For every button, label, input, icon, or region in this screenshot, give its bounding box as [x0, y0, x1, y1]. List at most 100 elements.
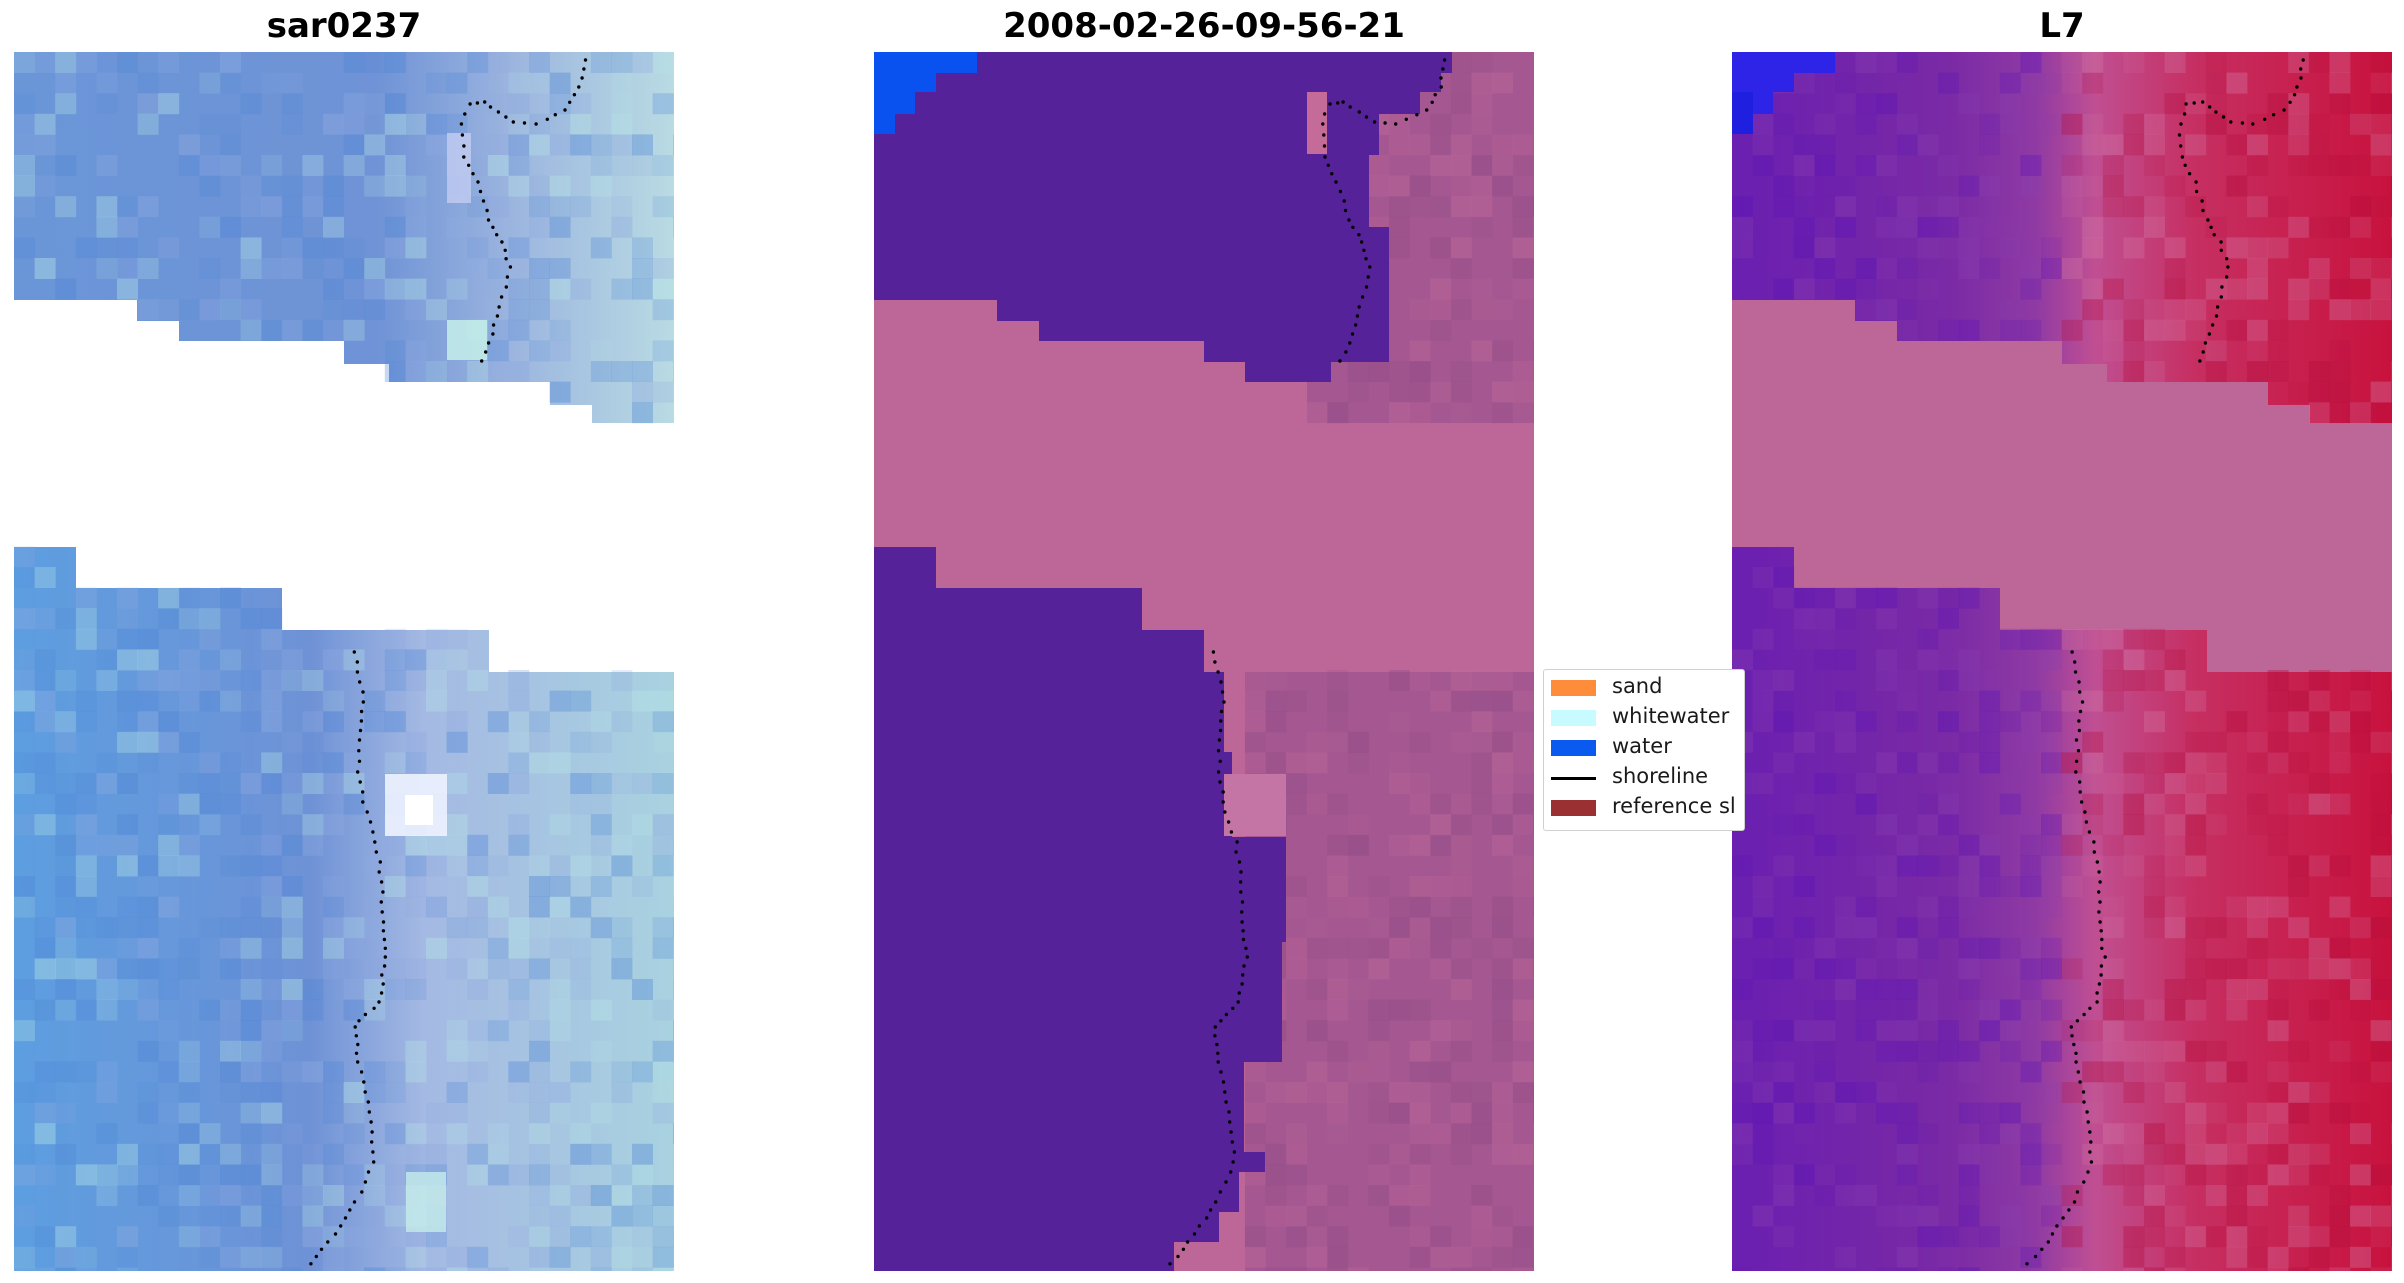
pixel-cell [1979, 1143, 2001, 1165]
pixel-cell [1512, 402, 1534, 424]
pixel-cell [1835, 731, 1856, 753]
pixel-cell [2082, 299, 2104, 321]
pixel-cell [2123, 1267, 2145, 1271]
shoreline-dot [2061, 1216, 2065, 1220]
pixel-cell [2123, 1082, 2145, 1103]
pixel-cell [1533, 690, 1534, 712]
pixel-cell [34, 670, 56, 691]
shoreline-dot [1415, 113, 1419, 117]
shoreline-dot [2033, 1254, 2038, 1259]
pixel-cell [1752, 113, 1774, 135]
pixel-cell [199, 175, 221, 197]
pixel-cell [220, 752, 241, 774]
pixel-cell [508, 999, 530, 1021]
pixel-cell [652, 299, 674, 321]
shoreline-dot [359, 709, 364, 714]
shoreline-dot [367, 1110, 371, 1114]
pixel-cell [1938, 773, 1959, 794]
shoreline-dot [2076, 1070, 2080, 1074]
pixel-cell [137, 999, 159, 1021]
pixel-cell [281, 175, 303, 197]
shoreline-dot [371, 830, 375, 834]
pixel-cell [1958, 1102, 1980, 1124]
pixel-cell [2267, 340, 2289, 362]
pixel-cell [1409, 340, 1431, 362]
pixel-cell [1244, 731, 1266, 753]
pixel-cell [508, 1061, 530, 1083]
shoreline-dot [2080, 700, 2085, 704]
pixel-cell [652, 711, 674, 733]
pixel-cell [570, 958, 592, 980]
pixel-cell [1430, 876, 1452, 897]
pixel-cell [2082, 52, 2104, 73]
shoreline-dot [1336, 101, 1340, 105]
pixel-cell [137, 917, 159, 939]
pixel-cell [1814, 1082, 1836, 1103]
pixel-cell [2267, 752, 2289, 774]
pixel-cell [2061, 258, 2083, 279]
pixel-cell [1492, 917, 1513, 939]
pixel-cell [302, 196, 324, 218]
pixel-cell [1512, 237, 1534, 259]
pixel-cell [2020, 72, 2042, 94]
pixel-cell [117, 731, 138, 753]
pixel-cell [2061, 1185, 2083, 1206]
pixel-cell [1389, 237, 1410, 259]
pixel-cell [673, 1246, 674, 1268]
pixel-cell [2041, 731, 2062, 753]
pixel-cell [240, 319, 262, 341]
pixel-cell [384, 216, 406, 238]
pixel-cell [611, 711, 633, 733]
shoreline-dot [2200, 199, 2204, 203]
pixel-cell [508, 979, 530, 1000]
pixel-cell [240, 93, 262, 115]
pixel-cell [199, 1185, 221, 1206]
pixel-cell [1389, 937, 1410, 959]
pixel-cell [1814, 175, 1836, 197]
pixel-cell [2102, 175, 2124, 197]
shoreline-dot [2295, 85, 2299, 89]
pixel-cell [2205, 113, 2227, 135]
pixel-cell [1855, 1082, 1877, 1103]
pixel-cell [590, 1185, 612, 1206]
pixel-cell [1979, 876, 2001, 897]
pixel-cell [2329, 361, 2351, 382]
shoreline-dot [1323, 155, 1327, 159]
pixel-cell [34, 999, 56, 1021]
pixel-cell [220, 855, 241, 877]
pixel-cell [240, 979, 262, 1000]
pixel-cell [199, 299, 221, 321]
shoreline-dot [1216, 1051, 1220, 1055]
pixel-cell [1492, 1205, 1513, 1227]
pixel-cell [55, 1267, 77, 1271]
shoreline-dot [2179, 144, 2183, 148]
pixel-cell [2205, 731, 2227, 753]
pixel-cell [1409, 1185, 1431, 1206]
shoreline-dot [1350, 332, 1355, 336]
pixel-cell [1265, 1267, 1287, 1271]
pixel-cell [632, 155, 653, 176]
pixel-cell [1471, 72, 1493, 94]
pixel-cell [1347, 381, 1369, 403]
pixel-cell [611, 93, 633, 115]
shoreline-dot [1364, 115, 1369, 119]
pixel-cell [2144, 1123, 2165, 1145]
pixel-cell [240, 196, 262, 218]
shoreline-dot [1231, 1160, 1235, 1164]
pixel-cell [2288, 134, 2310, 156]
pixel-cell [2041, 628, 2062, 650]
pixel-cell [2144, 1040, 2165, 1062]
pixel-cell [1450, 814, 1472, 836]
pixel-cell [261, 649, 283, 671]
pixel-cell [1368, 937, 1390, 959]
pixel-cell [199, 628, 221, 650]
pixel-cell [2267, 196, 2289, 218]
shoreline-dot [2282, 108, 2286, 112]
pixel-cell [96, 649, 118, 671]
shoreline-dot [369, 1120, 373, 1124]
pixel-cell [2020, 690, 2042, 712]
shoreline-dot [370, 1130, 374, 1134]
shoreline-dot [357, 738, 362, 742]
pixel-cell [1999, 72, 2021, 94]
pixel-cell [1409, 917, 1431, 939]
